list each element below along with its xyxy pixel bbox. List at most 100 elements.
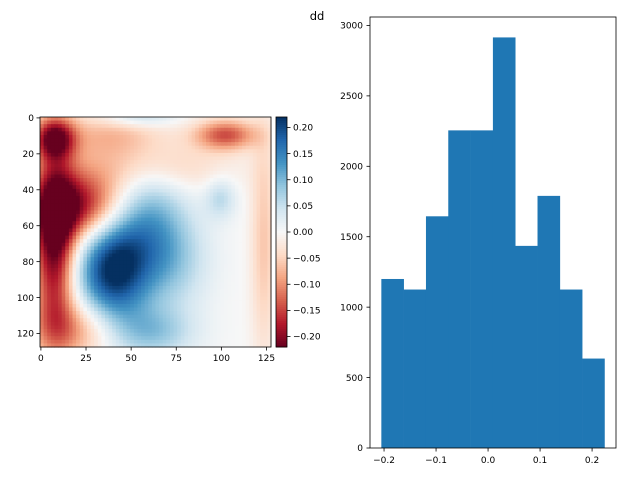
colorbar-segment (276, 323, 287, 326)
heatmap-cell (40, 199, 45, 204)
heatmap-cell (137, 124, 142, 129)
heatmap-cell (260, 318, 265, 323)
heatmap-cell (252, 170, 258, 176)
heatmap-cell (177, 311, 182, 316)
heatmap-cell (245, 246, 250, 251)
heatmap-cell (202, 163, 207, 168)
heatmap-cell (101, 267, 106, 273)
heatmap-cell (137, 318, 142, 323)
heatmap-cell (47, 124, 52, 129)
heatmap-cell (54, 239, 59, 244)
heatmap-cell (166, 145, 171, 150)
heatmap-cell (184, 253, 189, 258)
heatmap-cell (191, 120, 196, 125)
heatmap-cell (83, 246, 88, 251)
heatmap-cell (43, 145, 48, 150)
heatmap-cell (133, 293, 139, 298)
heatmap-cell (61, 321, 66, 327)
heatmap-cell (112, 311, 117, 316)
heatmap-cell (198, 311, 204, 316)
heatmap-cell (213, 275, 218, 280)
heatmap-cell (141, 145, 146, 150)
heatmap-cell (166, 246, 171, 251)
heatmap-cell (123, 163, 128, 168)
heatmap-cell (209, 170, 214, 176)
heatmap-cell (209, 321, 214, 327)
heatmap-cell (245, 260, 250, 265)
heatmap-cell (184, 127, 189, 132)
heatmap-cell (126, 314, 131, 319)
heatmap-cell (97, 188, 102, 194)
heatmap-cell (202, 131, 207, 136)
heatmap-cell (238, 217, 243, 222)
heatmap-cell (119, 275, 124, 280)
heatmap-cell (94, 321, 99, 327)
heatmap-cell (115, 246, 121, 251)
heatmap-cell (263, 163, 268, 168)
heatmap-cell (216, 321, 222, 327)
heatmap-cell (177, 120, 182, 125)
colorbar-segment (276, 293, 287, 296)
heatmap-cell (238, 167, 243, 172)
heatmap-cell (115, 117, 121, 122)
heatmap-cell (65, 156, 70, 161)
heatmap-cell (224, 267, 229, 273)
heatmap-cell (155, 185, 160, 190)
heatmap-cell (130, 196, 135, 201)
heatmap-cell (187, 235, 193, 240)
heatmap-cell (148, 163, 153, 168)
heatmap-cell (267, 314, 272, 319)
heatmap-cell (43, 178, 48, 183)
heatmap-cell (245, 303, 250, 309)
heatmap-cell (252, 134, 258, 140)
heatmap-cell (252, 181, 258, 186)
heatmap-cell (144, 145, 149, 150)
heatmap-cell (86, 285, 92, 291)
heatmap-cell (126, 152, 131, 158)
heatmap-cell (195, 242, 200, 247)
heatmap-cell (119, 314, 124, 319)
heatmap-cell (47, 314, 52, 319)
heatmap-cell (72, 160, 77, 165)
heatmap-cell (137, 206, 142, 212)
heatmap-cell (195, 199, 200, 204)
heatmap-cell (79, 178, 84, 183)
heatmap-cell (267, 332, 272, 337)
heatmap-cell (198, 138, 204, 143)
heatmap-cell (238, 127, 243, 132)
heatmap-cell (234, 199, 240, 204)
heatmap-cell (83, 282, 88, 287)
heatmap-cell (65, 303, 70, 309)
heatmap-cell (126, 275, 131, 280)
heatmap-cell (68, 235, 74, 240)
heatmap-cell (155, 343, 160, 348)
heatmap-cell (245, 224, 250, 229)
heatmap-cell (252, 156, 258, 161)
heatmap-cell (94, 311, 99, 316)
heatmap-cell (72, 178, 77, 183)
heatmap-cell (50, 253, 56, 258)
heatmap-cell (155, 163, 160, 168)
heatmap-cell (220, 174, 225, 179)
heatmap-cell (58, 311, 63, 316)
heatmap-cell (108, 142, 113, 147)
heatmap-cell (177, 170, 182, 176)
heatmap-cell (187, 246, 193, 251)
heatmap-cell (263, 138, 268, 143)
heatmap-cell (144, 282, 149, 287)
heatmap-cell (187, 217, 193, 222)
heatmap-cell (252, 300, 258, 305)
heatmap-cell (94, 117, 99, 122)
colorbar-segment (276, 157, 287, 160)
heatmap-cell (249, 178, 254, 183)
heatmap-cell (40, 221, 45, 226)
heatmap-cell (263, 167, 268, 172)
heatmap-cell (191, 235, 196, 240)
heatmap-cell (209, 296, 214, 301)
heatmap-cell (187, 264, 193, 269)
heatmap-cell (101, 311, 106, 316)
heatmap-cell (101, 203, 106, 208)
heatmap-cell (267, 196, 272, 201)
heatmap-cell (245, 239, 250, 244)
heatmap-cell (177, 264, 182, 269)
